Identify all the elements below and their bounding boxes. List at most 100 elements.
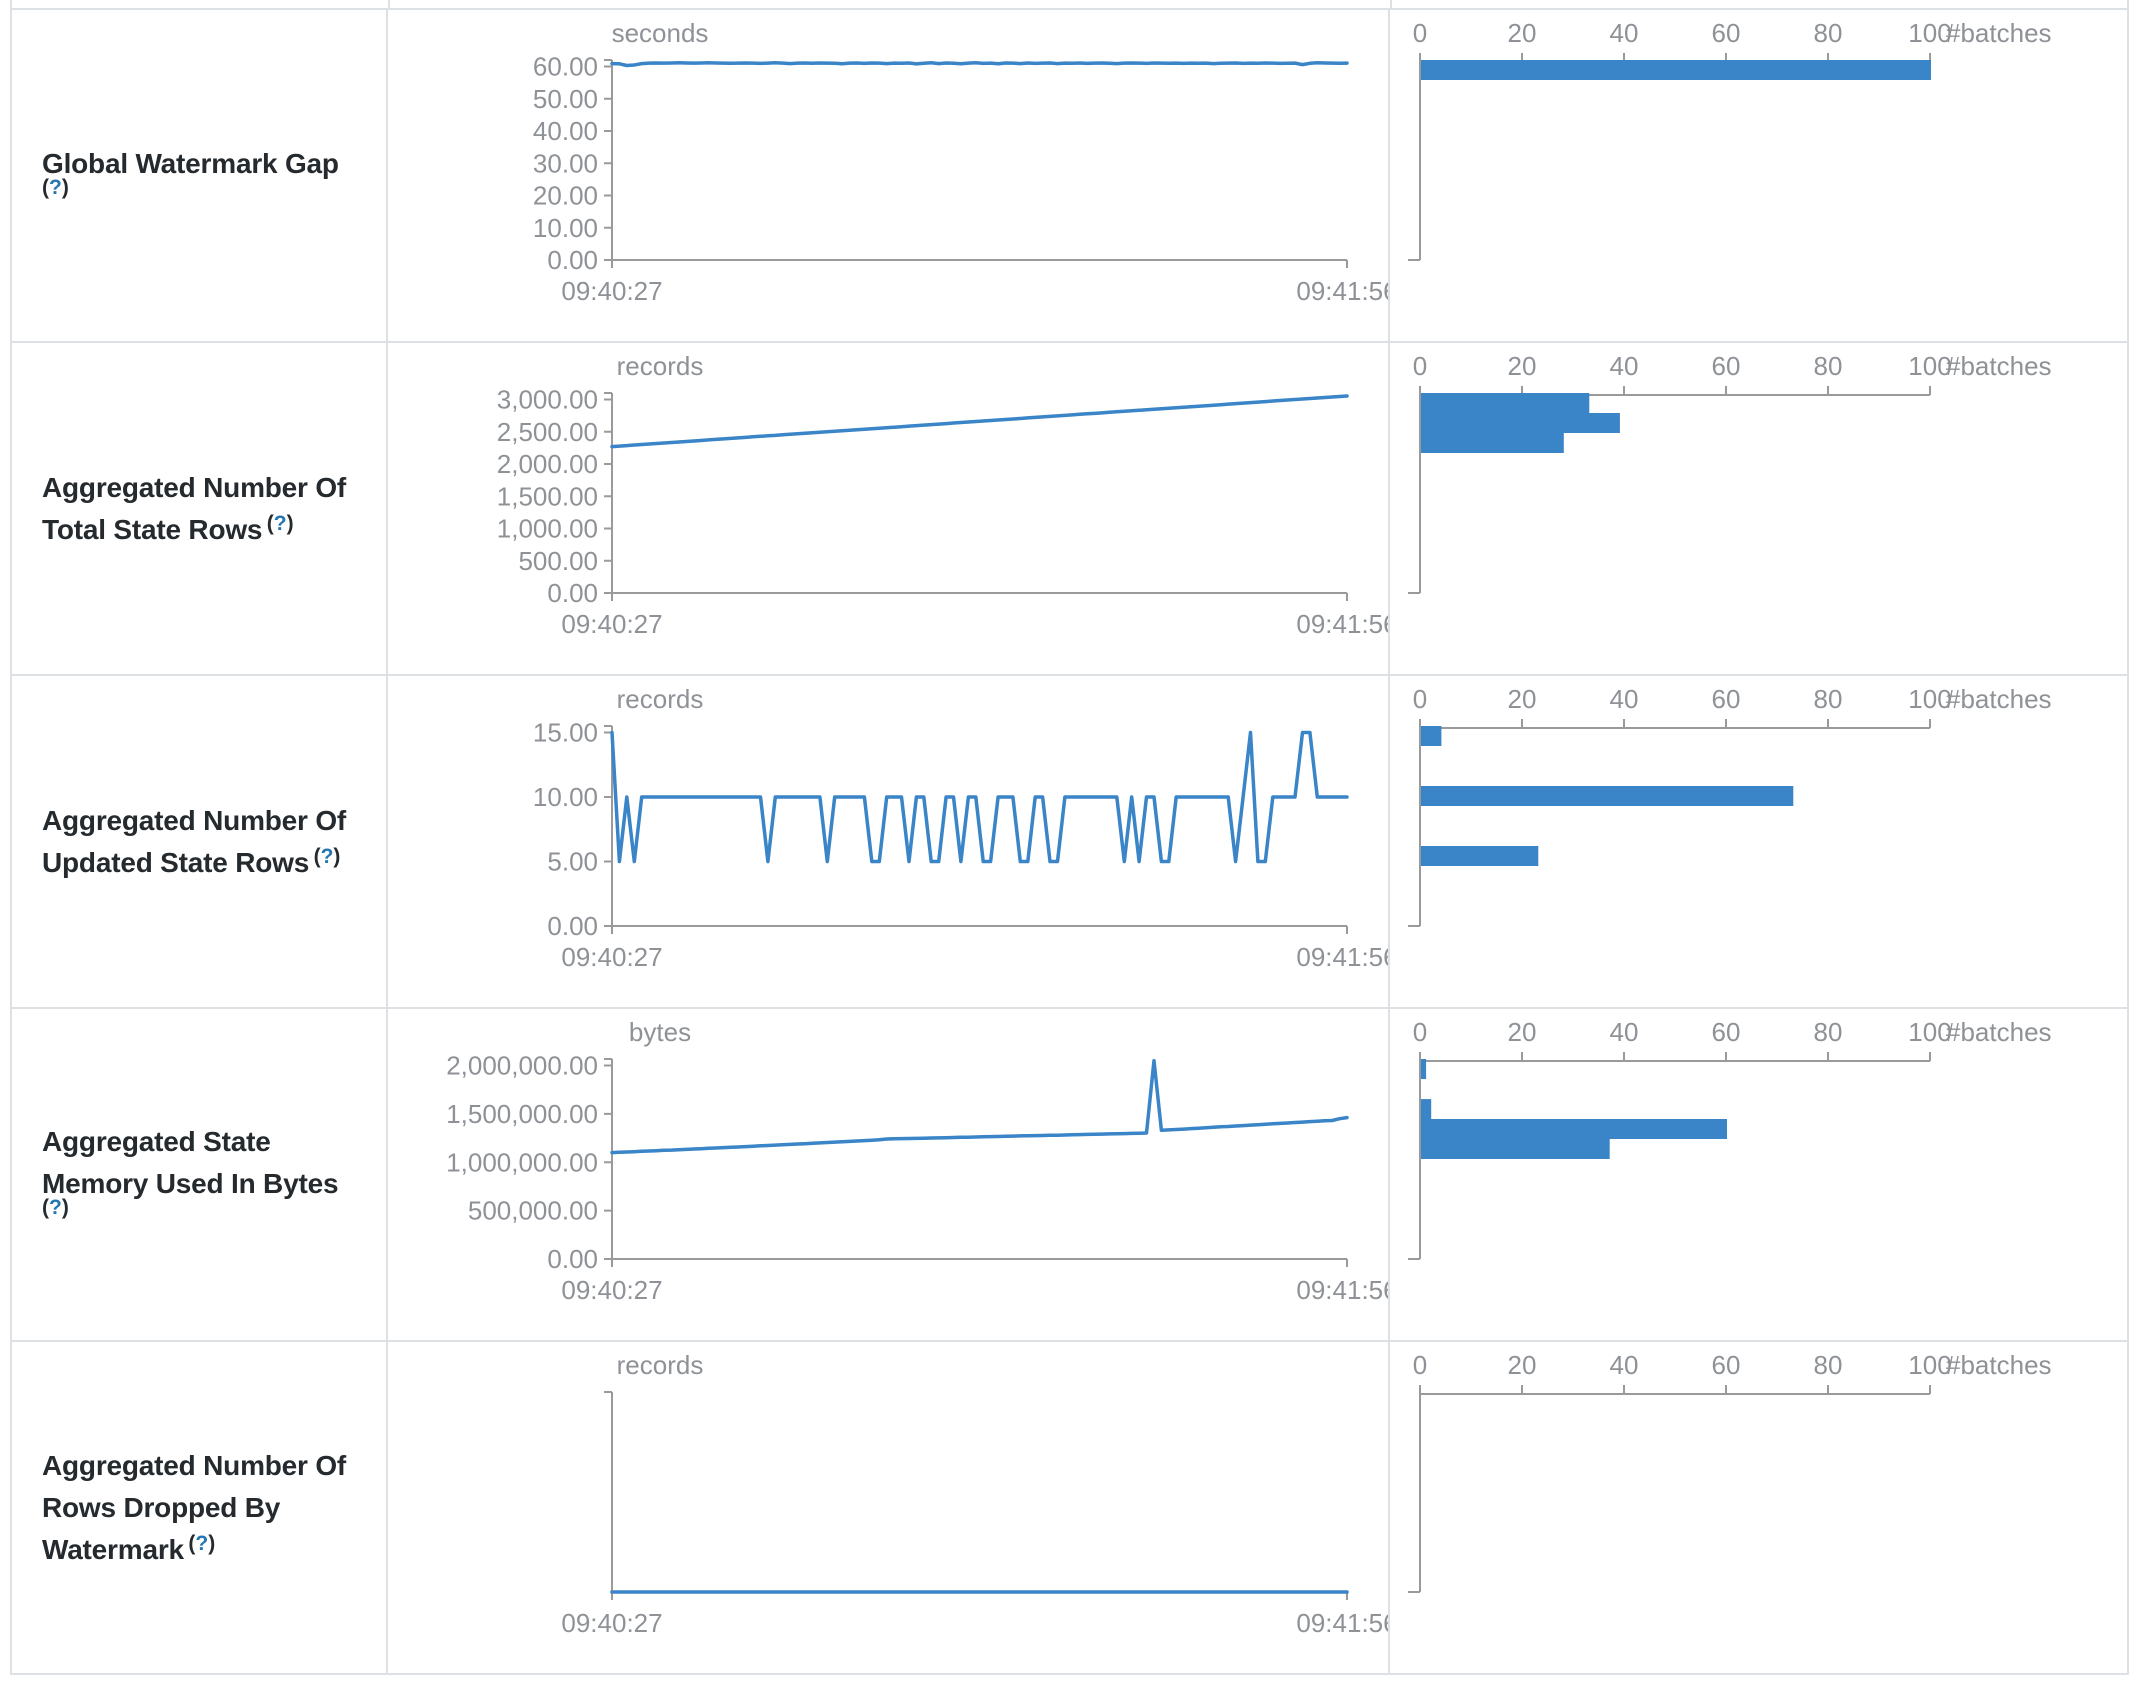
svg-text:80: 80: [1814, 684, 1843, 714]
metric-label-cell: Aggregated State Memory Used In Bytes (?…: [12, 1009, 388, 1340]
svg-text:bytes: bytes: [629, 1017, 691, 1047]
help-badge: (?): [313, 844, 341, 868]
svg-text:0: 0: [1413, 1350, 1427, 1380]
svg-text:0.00: 0.00: [547, 911, 598, 941]
histogram-cell: 0 20 40 60 80 100 #batches: [1390, 10, 2127, 341]
svg-text:40: 40: [1610, 351, 1639, 381]
help-badge: (?): [42, 175, 69, 199]
svg-text:100: 100: [1908, 684, 1951, 714]
svg-text:#batches: #batches: [1946, 351, 2052, 381]
svg-text:#batches: #batches: [1946, 18, 2052, 48]
metric-label: Aggregated Number Of Total State Rows: [42, 471, 347, 545]
svg-text:5.00: 5.00: [547, 847, 598, 877]
svg-text:0.00: 0.00: [547, 245, 598, 275]
metric-label: Aggregated Number Of Rows Dropped By Wat…: [42, 1449, 347, 1565]
histogram-cell: 0 20 40 60 80 100 #batches: [1390, 1009, 2127, 1340]
help-link[interactable]: ?: [49, 1195, 62, 1219]
help-link[interactable]: ?: [273, 511, 287, 535]
svg-text:0: 0: [1413, 684, 1427, 714]
help-link[interactable]: ?: [195, 1531, 209, 1555]
svg-text:20: 20: [1508, 1350, 1537, 1380]
svg-text:60: 60: [1712, 1017, 1741, 1047]
svg-text:500.00: 500.00: [518, 546, 598, 576]
timeline-cell: records 3,000.00 2,500.00 2,000.00 1,500.00 1…: [388, 343, 1390, 674]
svg-text:records: records: [617, 684, 704, 714]
svg-text:09:40:27: 09:40:27: [561, 1275, 662, 1305]
metric-row-rows-dropped-by-watermark: Aggregated Number Of Rows Dropped By Wat…: [12, 1342, 2127, 1675]
svg-text:2,500.00: 2,500.00: [497, 417, 598, 447]
svg-text:15.00: 15.00: [533, 718, 598, 748]
metric-label-cell: Aggregated Number Of Rows Dropped By Wat…: [12, 1342, 388, 1673]
svg-text:60: 60: [1712, 1350, 1741, 1380]
timeline-chart: records 3,000.002,500.002,000.001,500.001…: [497, 351, 1388, 639]
svg-text:40: 40: [1610, 684, 1639, 714]
svg-text:0: 0: [1413, 1017, 1427, 1047]
help-badge: (?): [266, 511, 294, 535]
timeline-chart: records 09:40:27 09:41:56: [561, 1350, 1388, 1638]
svg-text:0: 0: [1413, 351, 1427, 381]
svg-text:30.00: 30.00: [533, 148, 598, 178]
svg-text:80: 80: [1814, 351, 1843, 381]
help-link[interactable]: ?: [49, 175, 62, 199]
svg-text:40: 40: [1610, 1350, 1639, 1380]
metric-label-cell: Global Watermark Gap (?): [12, 10, 388, 341]
svg-text:20: 20: [1508, 684, 1537, 714]
svg-text:#batches: #batches: [1946, 684, 2052, 714]
svg-text:2,000,000.00: 2,000,000.00: [446, 1051, 598, 1081]
svg-text:1,500.00: 1,500.00: [497, 481, 598, 511]
help-badge: (?): [188, 1531, 216, 1555]
svg-text:0: 0: [1413, 18, 1427, 48]
timeline-cell: bytes 2,000,000.00 1,500,000.00 1,000,000.0…: [388, 1009, 1390, 1340]
svg-text:20: 20: [1508, 18, 1537, 48]
histogram-cell: 0 20 40 60 80 100 #batches: [1390, 343, 2127, 674]
svg-text:20: 20: [1508, 351, 1537, 381]
metric-label: Global Watermark Gap: [42, 147, 339, 179]
metric-row-global-watermark-gap: Global Watermark Gap (?) seconds 60.00 50.…: [12, 10, 2127, 343]
metric-label: Aggregated Number Of Updated State Rows: [42, 804, 347, 878]
svg-text:09:41:56: 09:41:56: [1296, 1275, 1388, 1305]
metric-row-updated-state-rows: Aggregated Number Of Updated State Rows …: [12, 676, 2127, 1009]
metric-label: Aggregated State Memory Used In Bytes: [42, 1125, 339, 1199]
svg-text:09:40:27: 09:40:27: [561, 942, 662, 972]
svg-text:80: 80: [1814, 18, 1843, 48]
svg-text:50.00: 50.00: [533, 84, 598, 114]
svg-text:09:40:27: 09:40:27: [561, 276, 662, 306]
svg-text:100: 100: [1908, 18, 1951, 48]
svg-text:1,000.00: 1,000.00: [497, 514, 598, 544]
svg-text:60: 60: [1712, 18, 1741, 48]
svg-text:09:41:56: 09:41:56: [1296, 609, 1388, 639]
metric-label-cell: Aggregated Number Of Total State Rows (?…: [12, 343, 388, 674]
metric-row-state-memory-bytes: Aggregated State Memory Used In Bytes (?…: [12, 1009, 2127, 1342]
svg-text:1,500,000.00: 1,500,000.00: [446, 1099, 598, 1129]
svg-text:0.00: 0.00: [547, 578, 598, 608]
svg-text:20.00: 20.00: [533, 181, 598, 211]
help-link[interactable]: ?: [320, 844, 334, 868]
metric-row-total-state-rows: Aggregated Number Of Total State Rows (?…: [12, 343, 2127, 676]
svg-text:#batches: #batches: [1946, 1017, 2052, 1047]
previous-row-edge: [12, 0, 2127, 10]
timeline-cell: seconds 60.00 50.00 40.00 30.00 20.00 10.00 0.0…: [388, 10, 1390, 341]
svg-text:80: 80: [1814, 1350, 1843, 1380]
svg-text:0.00: 0.00: [547, 1244, 598, 1274]
svg-text:09:40:27: 09:40:27: [561, 609, 662, 639]
histogram-chart: 0 20 40 60 80 100#batches: [1408, 1017, 2052, 1260]
histogram-chart: 0 20 40 60 80 100#batches: [1408, 1350, 2052, 1593]
svg-text:100: 100: [1908, 1350, 1951, 1380]
timeline-cell: records 15.00 10.00 5.00 0.00 09:40:27 09:41:5…: [388, 676, 1390, 1007]
svg-text:100: 100: [1908, 1017, 1951, 1047]
timeline-cell: records 09:40:27 09:41:56: [388, 1342, 1390, 1673]
svg-text:40: 40: [1610, 18, 1639, 48]
svg-text:records: records: [617, 1350, 704, 1380]
svg-text:2,000.00: 2,000.00: [497, 449, 598, 479]
svg-text:100: 100: [1908, 351, 1951, 381]
metrics-table: Global Watermark Gap (?) seconds 60.00 50.…: [10, 0, 2129, 1675]
timeline-chart: seconds 60.0050.0040.0030.0020.0010.000.0…: [533, 18, 1388, 306]
metric-label-cell: Aggregated Number Of Updated State Rows …: [12, 676, 388, 1007]
histogram-cell: 0 20 40 60 80 100 #batches: [1390, 1342, 2127, 1673]
svg-text:1,000,000.00: 1,000,000.00: [446, 1147, 598, 1177]
svg-text:80: 80: [1814, 1017, 1843, 1047]
svg-text:09:41:56: 09:41:56: [1296, 1608, 1388, 1638]
svg-text:60: 60: [1712, 684, 1741, 714]
